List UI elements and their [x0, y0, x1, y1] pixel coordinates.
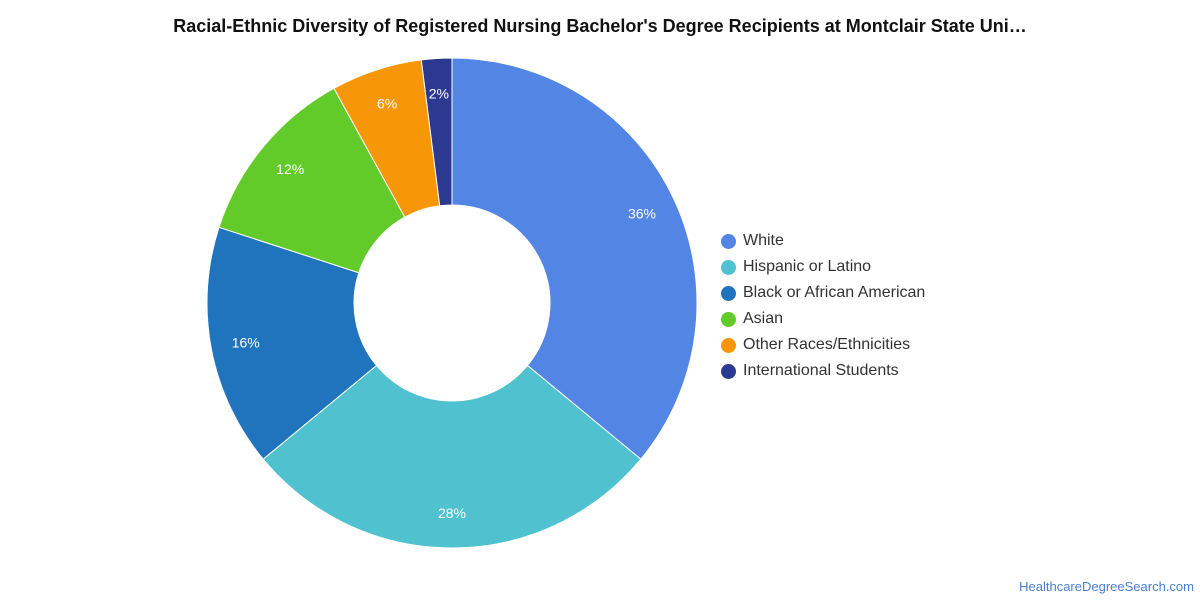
slice-label-international-students: 2% — [429, 85, 449, 101]
legend-label: Hispanic or Latino — [743, 258, 872, 275]
legend-swatch-icon — [721, 259, 736, 275]
legend-item-international-students[interactable]: International Students — [721, 358, 925, 384]
legend-label: Asian — [743, 310, 784, 327]
legend-item-black-or-african-american[interactable]: Black or African American — [721, 280, 925, 306]
legend-item-white[interactable]: White — [721, 228, 925, 254]
legend-label: White — [743, 232, 784, 249]
slice-label-white: 36% — [628, 206, 656, 222]
legend-item-hispanic-or-latino[interactable]: Hispanic or Latino — [721, 254, 925, 280]
legend-label: Other Races/Ethnicities — [743, 336, 911, 353]
slice-asian[interactable] — [218, 87, 406, 274]
chart-title: Racial-Ethnic Diversity of Registered Nu… — [173, 16, 1027, 36]
slice-hispanic-or-latino[interactable] — [262, 364, 642, 549]
legend-swatch-icon — [721, 285, 736, 301]
legend-swatch-icon — [721, 311, 736, 327]
slice-black-or-african-american[interactable] — [206, 226, 378, 460]
slice-label-asian: 12% — [276, 161, 304, 177]
source-credit[interactable]: HealthcareDegreeSearch.com — [1019, 579, 1194, 594]
slice-international-students[interactable] — [420, 57, 453, 207]
legend-label: International Students — [743, 362, 899, 379]
legend-item-asian[interactable]: Asian — [721, 306, 925, 332]
legend-item-other-races-ethnicities[interactable]: Other Races/Ethnicities — [721, 332, 925, 358]
slice-label-hispanic-or-latino: 28% — [438, 505, 466, 521]
legend-swatch-icon — [721, 233, 736, 249]
slice-white[interactable] — [451, 57, 698, 460]
legend-swatch-icon — [721, 363, 736, 379]
slice-label-black-or-african-american: 16% — [232, 334, 260, 350]
slice-label-other-races-ethnicities: 6% — [377, 95, 397, 111]
legend-label: Black or African American — [743, 284, 926, 301]
legend-swatch-icon — [721, 337, 736, 353]
chart-legend: White Hispanic or Latino Black or African … — [721, 228, 925, 384]
